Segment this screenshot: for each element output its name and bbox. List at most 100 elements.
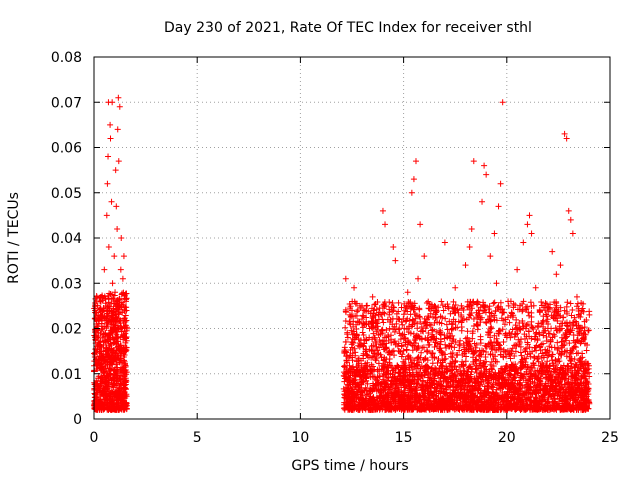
data-point xyxy=(432,303,439,310)
data-point xyxy=(492,358,499,365)
data-point xyxy=(113,203,120,210)
data-point xyxy=(394,392,401,399)
data-point xyxy=(376,344,383,351)
data-point xyxy=(107,371,114,378)
data-point xyxy=(507,380,514,387)
data-point xyxy=(571,356,578,363)
data-point xyxy=(396,373,403,380)
data-point xyxy=(107,135,114,142)
data-point xyxy=(389,315,396,322)
data-point xyxy=(111,339,118,346)
data-point xyxy=(97,353,104,360)
data-point xyxy=(374,398,381,405)
data-point xyxy=(410,318,417,325)
data-point xyxy=(534,355,541,362)
data-point xyxy=(449,373,456,380)
data-point xyxy=(564,405,571,412)
data-point xyxy=(395,299,402,306)
data-point xyxy=(531,336,538,343)
data-point xyxy=(342,309,349,316)
data-point xyxy=(406,369,413,376)
data-point xyxy=(453,375,460,382)
data-point xyxy=(572,318,579,325)
data-point xyxy=(415,275,422,282)
data-point xyxy=(123,325,130,332)
data-point xyxy=(119,275,126,282)
data-point xyxy=(578,375,585,382)
data-point xyxy=(561,389,568,396)
data-point xyxy=(565,369,572,376)
data-point xyxy=(122,377,129,384)
data-point xyxy=(119,393,126,400)
data-point xyxy=(109,280,116,287)
data-point xyxy=(103,379,110,386)
data-point xyxy=(489,351,496,358)
data-point xyxy=(517,349,524,356)
data-point xyxy=(577,401,584,408)
data-point xyxy=(388,363,395,370)
data-point xyxy=(99,293,106,300)
data-point xyxy=(449,332,456,339)
data-point xyxy=(360,307,367,314)
data-point xyxy=(110,295,117,302)
data-point xyxy=(504,394,511,401)
data-point xyxy=(484,382,491,389)
data-point xyxy=(343,353,350,360)
data-point xyxy=(414,362,421,369)
data-point xyxy=(121,315,128,322)
data-point xyxy=(96,387,103,394)
data-point xyxy=(441,391,448,398)
data-point xyxy=(106,290,113,297)
data-point xyxy=(437,345,444,352)
data-point xyxy=(390,304,397,311)
data-point xyxy=(526,344,533,351)
data-point xyxy=(111,377,118,384)
data-point xyxy=(433,396,440,403)
data-point xyxy=(405,323,412,330)
data-point xyxy=(513,316,520,323)
data-point xyxy=(438,298,445,305)
data-point xyxy=(561,307,568,314)
data-point xyxy=(499,389,506,396)
data-point xyxy=(497,299,504,306)
data-point xyxy=(496,369,503,376)
data-point xyxy=(457,337,464,344)
data-point xyxy=(546,343,553,350)
data-point xyxy=(506,351,513,358)
data-point xyxy=(394,386,401,393)
data-point xyxy=(458,405,465,412)
data-point xyxy=(412,398,419,405)
data-point xyxy=(501,377,508,384)
data-point xyxy=(362,348,369,355)
data-point xyxy=(435,390,442,397)
data-point xyxy=(511,352,518,359)
data-point xyxy=(390,244,397,251)
data-point xyxy=(388,406,395,413)
data-point xyxy=(123,378,130,385)
data-point xyxy=(546,330,553,337)
data-point xyxy=(452,357,459,364)
data-point xyxy=(97,402,104,409)
data-point xyxy=(526,384,533,391)
data-point xyxy=(364,366,371,373)
data-point xyxy=(104,319,111,326)
data-point xyxy=(413,384,420,391)
data-point xyxy=(498,365,505,372)
data-point xyxy=(411,337,418,344)
data-point xyxy=(103,312,110,319)
data-point xyxy=(368,361,375,368)
data-point xyxy=(103,369,110,376)
data-point xyxy=(482,304,489,311)
data-point xyxy=(520,323,527,330)
data-point xyxy=(560,314,567,321)
data-point xyxy=(119,333,126,340)
data-point xyxy=(586,373,593,380)
data-point xyxy=(562,330,569,337)
data-point xyxy=(98,326,105,333)
data-point xyxy=(120,289,127,296)
data-point xyxy=(440,307,447,314)
data-point xyxy=(399,372,406,379)
data-point xyxy=(110,384,117,391)
data-point xyxy=(521,390,528,397)
data-point xyxy=(540,317,547,324)
